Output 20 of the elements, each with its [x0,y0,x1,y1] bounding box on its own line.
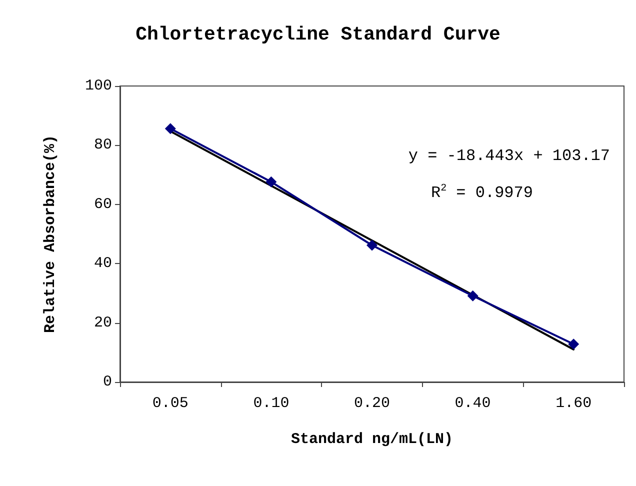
x-axis-title: Standard ng/mL(LN) [290,431,454,448]
chart-title: Chlortetracycline Standard Curve [136,24,500,46]
y-tick-label: 60 [94,196,112,213]
x-tick-label: 0.40 [454,395,491,412]
point [467,290,478,302]
annotation: y = -18.443x + 103.17 [408,147,610,165]
point [164,123,176,134]
x-tick-label: 0.20 [354,395,390,412]
y-tick-label: 40 [94,255,112,272]
point [266,176,277,188]
x-tick-label: 0.05 [152,395,188,412]
y-tick-label: 80 [94,136,112,154]
y-tick-label: 100 [84,78,112,94]
x-tick-label: 0.10 [253,395,290,412]
x-tick-label: 1.60 [556,395,592,412]
y-axis-title: Relative Absorbance(%) [42,134,59,334]
y-tick-label: 0 [102,374,112,390]
point [568,338,580,350]
y-tick-label: 20 [94,314,112,332]
point [366,240,378,251]
